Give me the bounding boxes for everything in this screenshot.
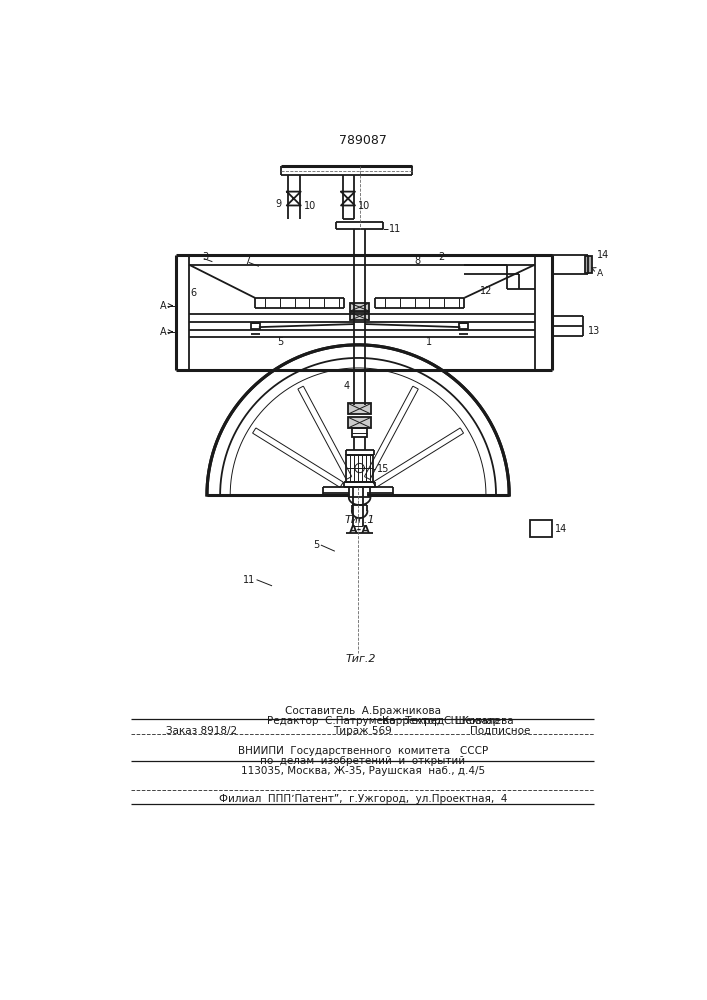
Text: 113035, Москва, Ж-35, Раушская  наб., д.4/5: 113035, Москва, Ж-35, Раушская наб., д.4… bbox=[240, 766, 485, 776]
Text: по  делам  изобретений  и  открытий: по делам изобретений и открытий bbox=[260, 756, 465, 766]
Text: 789087: 789087 bbox=[339, 134, 387, 147]
Text: Филиал  ПППʼПатент”,  г.Ужгород,  ул.Проектная,  4: Филиал ПППʼПатент”, г.Ужгород, ул.Проект… bbox=[218, 794, 507, 804]
Text: Подписное: Подписное bbox=[469, 726, 530, 736]
Text: 3: 3 bbox=[202, 252, 209, 262]
Text: 1: 1 bbox=[426, 337, 433, 347]
Text: Редактор  С.Патрумева   Техред  Н.Ковалева: Редактор С.Патрумева Техред Н.Ковалева bbox=[267, 716, 513, 726]
Text: 4: 4 bbox=[344, 381, 349, 391]
Text: 10: 10 bbox=[358, 201, 370, 211]
Text: 14: 14 bbox=[597, 250, 609, 260]
Text: 10: 10 bbox=[304, 201, 316, 211]
Text: 14: 14 bbox=[555, 524, 567, 534]
Bar bbox=[251, 323, 260, 329]
Text: 6: 6 bbox=[191, 288, 197, 298]
Text: 12: 12 bbox=[480, 286, 492, 296]
Bar bbox=[348, 417, 371, 428]
Text: 15: 15 bbox=[377, 464, 389, 474]
Text: ВНИИПИ  Государственного  комитета   СССР: ВНИИПИ Государственного комитета СССР bbox=[238, 746, 488, 756]
Text: 2: 2 bbox=[438, 252, 445, 262]
Text: 8: 8 bbox=[414, 256, 420, 266]
Text: Τиг.2: Τиг.2 bbox=[346, 654, 376, 664]
Text: A-A: A-A bbox=[349, 525, 370, 535]
Text: 9: 9 bbox=[275, 199, 281, 209]
Bar bbox=[348, 403, 371, 414]
Text: 7: 7 bbox=[244, 256, 250, 266]
Bar bbox=[530, 520, 552, 537]
Text: 11: 11 bbox=[389, 224, 402, 234]
Bar bbox=[352, 428, 368, 437]
Bar bbox=[459, 323, 468, 329]
Text: Τиг.1: Τиг.1 bbox=[344, 515, 375, 525]
Text: Заказ 8918/2: Заказ 8918/2 bbox=[166, 726, 237, 736]
Text: Корректор С.Шекмар: Корректор С.Шекмар bbox=[382, 716, 499, 726]
Text: A: A bbox=[597, 269, 603, 278]
Bar bbox=[351, 312, 369, 320]
Text: 13: 13 bbox=[588, 326, 600, 336]
Bar bbox=[351, 303, 369, 311]
Text: A: A bbox=[160, 327, 167, 337]
Text: Тираж 569: Тираж 569 bbox=[333, 726, 392, 736]
Text: 5: 5 bbox=[277, 337, 284, 347]
Text: Составитель  А.Бражникова: Составитель А.Бражникова bbox=[285, 706, 440, 716]
Text: A: A bbox=[160, 301, 167, 311]
Text: 11: 11 bbox=[243, 575, 255, 585]
Bar bbox=[346, 455, 373, 482]
Bar bbox=[585, 256, 592, 273]
Text: 5: 5 bbox=[313, 540, 320, 550]
